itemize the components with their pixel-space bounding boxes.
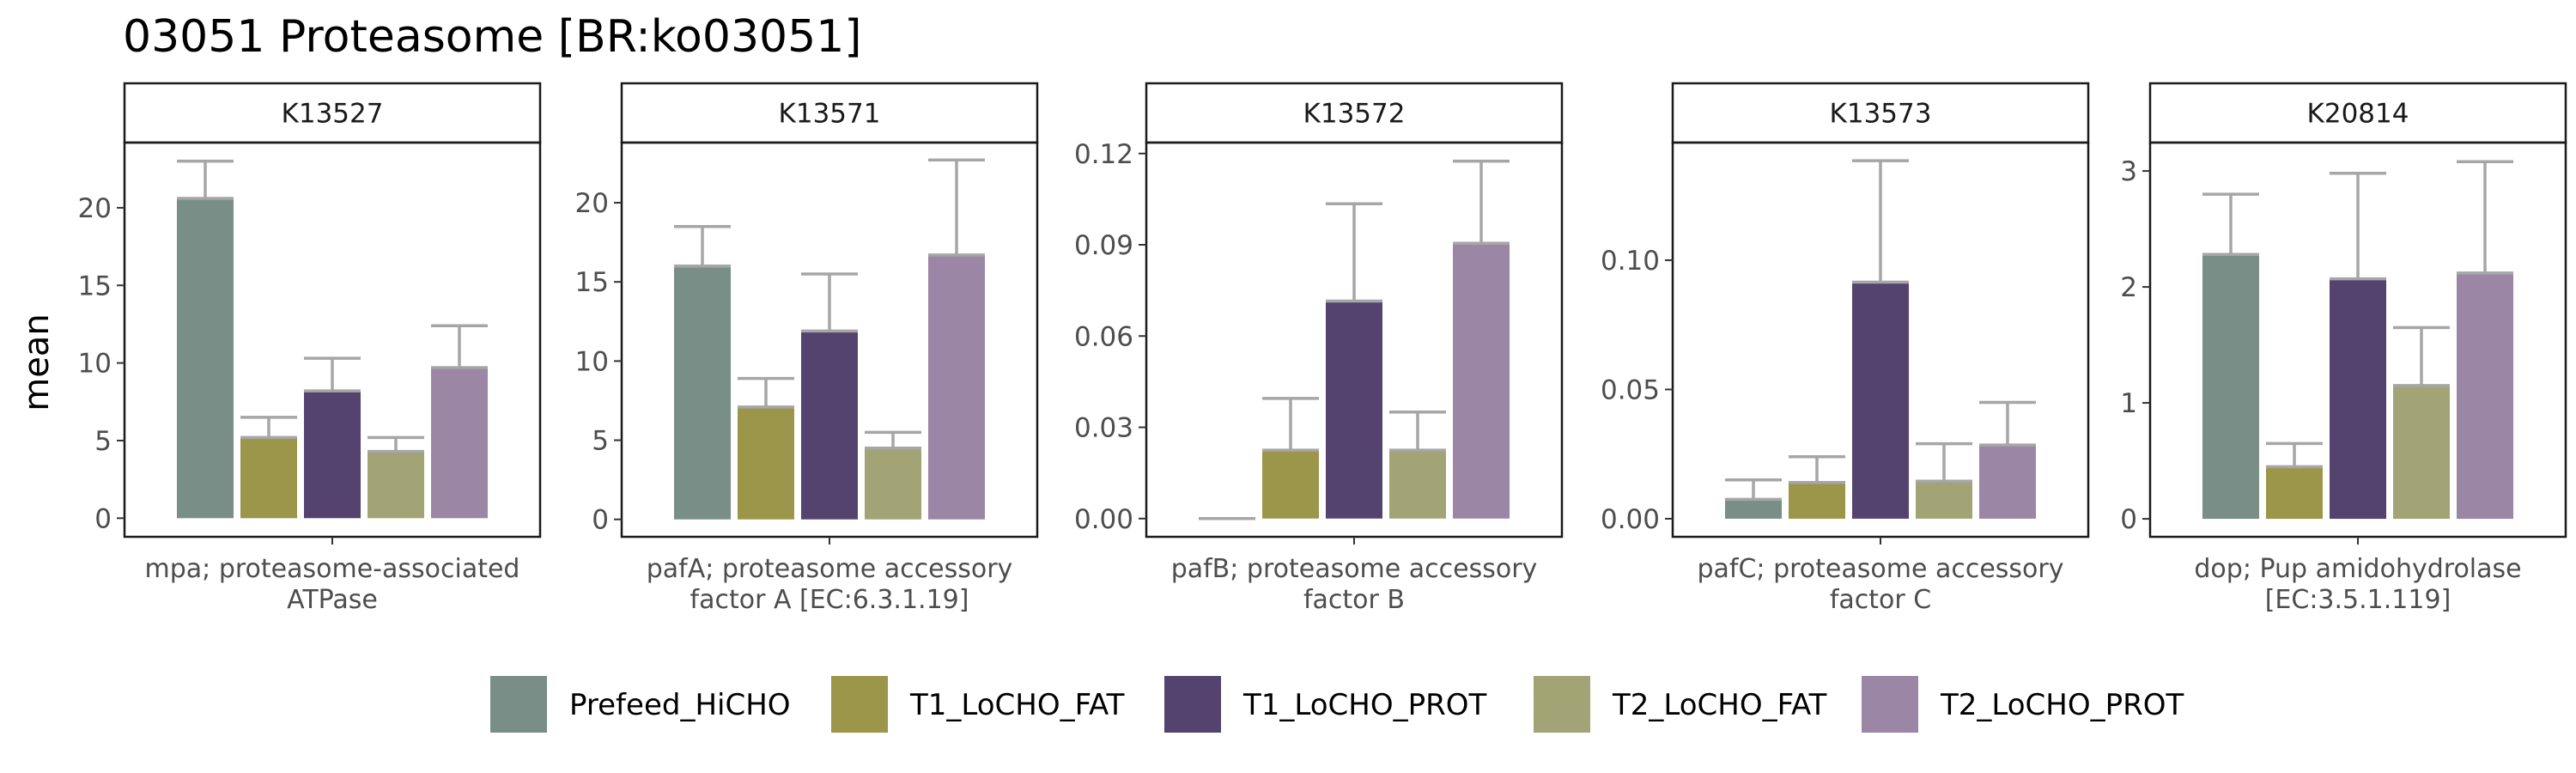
bar-T2_LoCHO_FAT (368, 451, 424, 519)
bar-T1_LoCHO_PROT (304, 391, 361, 519)
bar-Prefeed_HiCHO (674, 265, 731, 520)
y-tick-label: 15 (575, 267, 609, 298)
y-tick-label: 10 (575, 346, 609, 377)
x-category-label: pafB; proteasome accessory (1171, 554, 1538, 584)
y-tick-label: 20 (78, 193, 112, 224)
facet-strip-label: K13571 (779, 99, 881, 130)
bar-T2_LoCHO_PROT (2457, 272, 2513, 520)
bar-T1_LoCHO_FAT (240, 437, 297, 519)
facet-panel-K13573: K13573 0.00 0.05 0.10 pafC; proteasome acces… (1601, 82, 2090, 615)
facet-strip-label: K13573 (1830, 99, 1932, 130)
y-tick-label: 0.12 (1074, 139, 1133, 170)
y-axis-label: mean (17, 313, 57, 411)
bar-T2_LoCHO_FAT (1389, 450, 1446, 519)
bar-Prefeed_HiCHO (1725, 499, 1782, 519)
legend-key-T1_LoCHO_PROT (1164, 676, 1221, 733)
chart-title: 03051 Proteasome [BR:ko03051] (123, 11, 862, 63)
x-category-label: factor A [EC:6.3.1.19] (690, 585, 969, 615)
legend-key-Prefeed_HiCHO (490, 676, 547, 733)
y-tick-label: 0.03 (1074, 413, 1133, 444)
facet-strip (620, 82, 1039, 144)
y-tick-label: 0.06 (1074, 321, 1133, 352)
x-category-label: factor C (1830, 585, 1931, 615)
y-tick-label: 0.00 (1074, 504, 1133, 535)
facet-strip (123, 82, 542, 144)
legend-label-T1_LoCHO_PROT: T1_LoCHO_PROT (1242, 688, 1487, 722)
y-tick-label: 5 (592, 426, 609, 457)
facet-strip (1671, 82, 2090, 144)
facet-panel-K13527: K13527 0 5 10 15 20 mpa; proteasome-associated… (78, 82, 542, 615)
y-tick-label: 0.05 (1601, 374, 1660, 405)
y-tick-label: 0 (94, 503, 112, 534)
x-category-label: dop; Pup amidohydrolase (2194, 554, 2521, 584)
legend-key-T2_LoCHO_PROT (1862, 676, 1918, 733)
bar-T2_LoCHO_PROT (1979, 445, 2036, 519)
y-tick-label: 5 (94, 426, 112, 457)
legend: Prefeed_HiCHO T1_LoCHO_FAT T1_LoCHO_PROT T2… (490, 676, 2184, 733)
bar-T1_LoCHO_PROT (801, 331, 858, 520)
bar-Prefeed_HiCHO (177, 198, 234, 519)
y-tick-label: 0 (592, 505, 609, 536)
bar-T1_LoCHO_FAT (738, 406, 794, 520)
bar-T1_LoCHO_PROT (1852, 282, 1909, 519)
y-tick-label: 2 (2120, 272, 2137, 303)
legend-label-Prefeed_HiCHO: Prefeed_HiCHO (569, 688, 791, 722)
legend-label-T2_LoCHO_FAT: T2_LoCHO_FAT (1612, 688, 1827, 722)
y-tick-label: 3 (2120, 156, 2137, 187)
bar-T1_LoCHO_FAT (2266, 466, 2323, 520)
facet-strip (2148, 82, 2567, 144)
facet-panel-K13572: K13572 0.00 0.03 0.06 0.09 0.12 pafB; proteaso… (1074, 82, 1564, 615)
y-tick-label: 0 (2120, 504, 2137, 535)
y-tick-label: 0.09 (1074, 230, 1133, 261)
bar-T1_LoCHO_FAT (1262, 450, 1319, 519)
x-category-label: pafC; proteasome accessory (1698, 554, 2064, 584)
y-tick-label: 1 (2120, 388, 2137, 419)
y-tick-label: 0.10 (1601, 246, 1660, 277)
facet-panel-K20814: K20814 0 1 2 3 dop; Pup amidohydrolase[EC:3.5… (2120, 82, 2567, 615)
y-tick-label: 15 (78, 271, 112, 301)
bar-T2_LoCHO_PROT (431, 368, 488, 519)
x-category-label: ATPase (287, 585, 378, 615)
facet-strip-label: K20814 (2307, 99, 2409, 130)
y-tick-label: 20 (575, 188, 609, 219)
bar-T1_LoCHO_FAT (1789, 482, 1845, 519)
bar-T2_LoCHO_FAT (1916, 481, 1972, 519)
legend-label-T2_LoCHO_PROT: T2_LoCHO_PROT (1940, 688, 2184, 722)
y-tick-label: 0.00 (1601, 504, 1660, 535)
bar-T2_LoCHO_FAT (2393, 385, 2450, 520)
x-category-label: [EC:3.5.1.119] (2265, 585, 2451, 615)
y-tick-label: 10 (78, 349, 112, 380)
bar-T2_LoCHO_PROT (1453, 243, 1510, 519)
legend-key-T1_LoCHO_FAT (831, 676, 888, 733)
legend-key-T2_LoCHO_FAT (1534, 676, 1590, 733)
legend-label-T1_LoCHO_FAT: T1_LoCHO_FAT (909, 688, 1125, 722)
facet-strip-label: K13527 (282, 99, 384, 130)
bar-T1_LoCHO_PROT (2330, 278, 2386, 520)
bar-Prefeed_HiCHO (2202, 254, 2259, 520)
bar-T2_LoCHO_PROT (928, 254, 985, 520)
x-category-label: pafA; proteasome accessory (647, 554, 1013, 584)
bar-T1_LoCHO_PROT (1326, 301, 1382, 519)
x-category-label: mpa; proteasome-associated (145, 554, 520, 584)
bar-T2_LoCHO_FAT (865, 447, 921, 520)
x-category-label: factor B (1303, 585, 1405, 615)
facet-strip-label: K13572 (1303, 99, 1406, 130)
facet-panel-K13571: K13571 0 5 10 15 20 pafA; proteasome accessory… (575, 82, 1039, 615)
